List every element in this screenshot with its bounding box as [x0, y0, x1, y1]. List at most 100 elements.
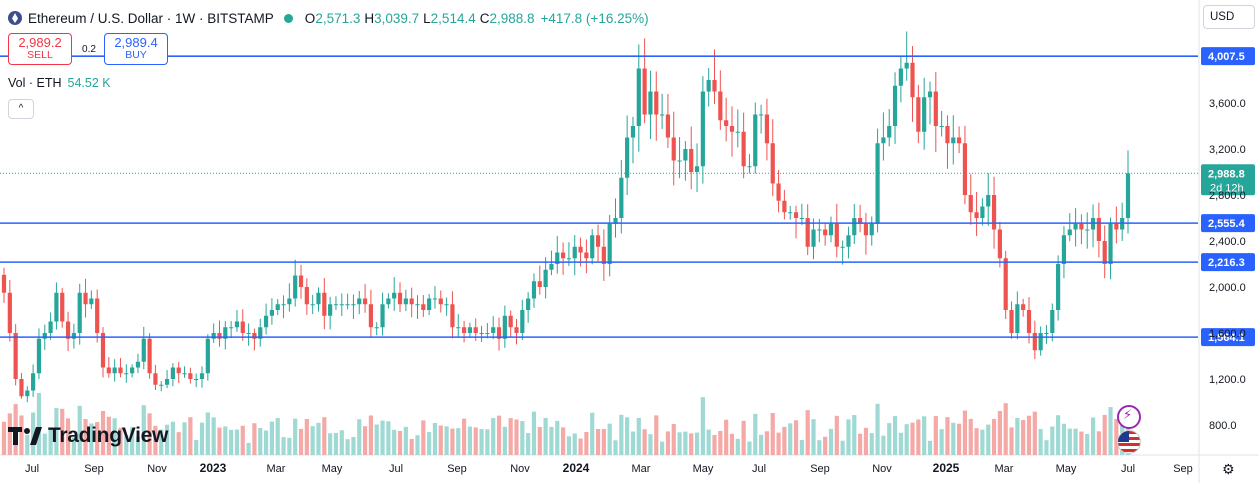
- volume-bar: [962, 410, 968, 455]
- volume-bar: [502, 426, 507, 455]
- currency-selector[interactable]: USD: [1203, 5, 1255, 29]
- volume-bar: [95, 422, 100, 455]
- low-value: 2,514.4: [430, 10, 476, 26]
- candle-body: [71, 333, 76, 339]
- high-key: H: [364, 10, 375, 26]
- candle-body: [683, 149, 688, 161]
- candle-body: [869, 223, 874, 236]
- volume-bar: [997, 410, 1002, 455]
- candle-body: [986, 195, 991, 207]
- candle-body: [374, 327, 379, 329]
- ai-assistant-icon[interactable]: [1117, 405, 1141, 429]
- tradingview-logo[interactable]: TradingView: [8, 424, 168, 448]
- symbol-title[interactable]: Ethereum / U.S. Dollar · 1W · BITSTAMP: [28, 10, 274, 26]
- candle-body: [887, 126, 892, 138]
- sell-label: SELL: [27, 49, 53, 61]
- price-tick-label: 800.0: [1209, 420, 1237, 432]
- volume-bar: [362, 426, 368, 455]
- volume-bar: [7, 413, 12, 455]
- candle-body: [258, 327, 263, 339]
- volume-bar: [875, 403, 880, 455]
- horizontal-line-price-tag: [1201, 214, 1255, 233]
- volume-bar: [130, 427, 135, 455]
- candle-body: [578, 246, 583, 253]
- volume-legend[interactable]: Vol · ETH 54.52 K: [8, 76, 111, 90]
- candle-body: [19, 379, 24, 397]
- price-tick-label: 2,800.0: [1209, 190, 1246, 202]
- time-axis-label: May: [322, 463, 343, 475]
- candle-body: [817, 229, 822, 231]
- volume-bar: [438, 425, 443, 455]
- volume-bar: [415, 435, 420, 455]
- high-value: 3,039.7: [374, 10, 420, 26]
- candle-body: [89, 298, 94, 305]
- time-axis-label: Sep: [810, 463, 830, 475]
- volume-bar: [607, 423, 612, 455]
- volume-bar: [159, 429, 164, 455]
- candle-body: [997, 229, 1002, 259]
- candle-body: [467, 327, 473, 333]
- volume-bar: [543, 417, 548, 455]
- horizontal-line-price-label: 1,564.1: [1208, 332, 1245, 344]
- candle-body: [31, 373, 36, 391]
- candle-body: [1038, 333, 1043, 351]
- volume-bar: [1003, 403, 1008, 455]
- candle-body: [858, 218, 863, 224]
- bar-countdown-label: 2d 12h: [1210, 182, 1244, 194]
- volume-bar: [170, 421, 175, 455]
- volume-bar: [659, 441, 665, 455]
- volume-bar: [514, 419, 519, 455]
- volume-bar: [759, 434, 764, 455]
- price-tick-label: 1,200.0: [1209, 374, 1246, 386]
- volume-bar: [916, 419, 921, 455]
- volume-bar: [234, 429, 240, 455]
- volume-bar: [357, 419, 362, 455]
- volume-bar: [194, 439, 199, 455]
- candle-body: [77, 292, 82, 333]
- candle-body: [689, 149, 694, 172]
- candle-body: [281, 304, 286, 306]
- volume-bar: [782, 426, 787, 455]
- time-axis-label: Jul: [752, 463, 766, 475]
- time-axis-label: Jul: [25, 463, 39, 475]
- buy-button[interactable]: 2,989.4 BUY: [104, 33, 168, 65]
- candle-body: [479, 333, 484, 334]
- volume-bar: [54, 408, 59, 455]
- volume-bar: [77, 405, 82, 455]
- candle-body: [269, 310, 274, 316]
- candle-body: [846, 235, 851, 247]
- volume-bar: [1079, 431, 1084, 455]
- candle-body: [1009, 310, 1014, 333]
- volume-bar: [229, 429, 234, 455]
- candle-body: [724, 120, 729, 126]
- volume-bar: [467, 426, 473, 455]
- volume-bar: [124, 435, 129, 455]
- candle-body: [83, 292, 88, 305]
- candle-body: [473, 327, 478, 333]
- candle-body: [526, 298, 531, 310]
- us-flag-icon[interactable]: [1117, 430, 1141, 454]
- volume-bar: [496, 415, 502, 455]
- volume-bar: [852, 415, 857, 455]
- candle-body: [793, 212, 799, 218]
- candle-body: [916, 97, 921, 132]
- candle-body: [1125, 173, 1131, 218]
- candle-body: [36, 338, 42, 374]
- candle-body: [444, 304, 449, 306]
- candle-body: [147, 338, 152, 374]
- candle-body: [409, 298, 414, 305]
- collapse-legend-button[interactable]: ^: [8, 99, 34, 119]
- candle-body: [164, 379, 170, 385]
- volume-bar: [904, 424, 909, 455]
- candle-body: [229, 327, 234, 329]
- candle-body: [555, 252, 560, 264]
- volume-bar: [182, 422, 187, 455]
- candle-body: [438, 298, 443, 305]
- candle-body: [124, 373, 129, 375]
- symbol-legend[interactable]: Ethereum / U.S. Dollar · 1W · BITSTAMP O…: [8, 8, 649, 28]
- volume-bar: [205, 412, 210, 455]
- settings-gear-icon[interactable]: ⚙: [1222, 461, 1235, 477]
- sell-button[interactable]: 2,989.2 SELL: [8, 33, 72, 65]
